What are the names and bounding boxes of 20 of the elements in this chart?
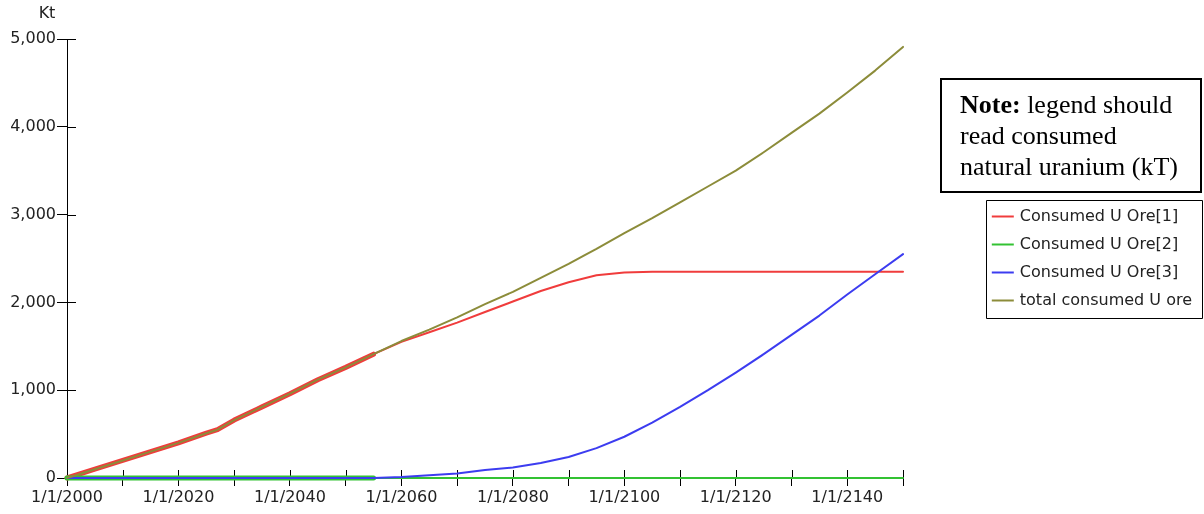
x-tick-label: 1/1/2100 [588,486,661,506]
y-tick-label: 5,000 [10,28,56,48]
x-tick-label: 1/1/2020 [142,486,215,506]
x-tick-label: 1/1/2080 [476,486,549,506]
legend-label: Consumed U Ore[3] [1019,261,1179,281]
x-tick-label: 1/1/2040 [254,486,326,506]
y-tick-label: 4,000 [10,115,56,135]
legend-label: Consumed U Ore[1] [1019,205,1179,225]
y-tick-label: 2,000 [10,291,56,311]
y-tick-label: 0 [45,467,56,487]
legend-label: total consumed U ore [1019,289,1192,309]
y-tick-label: 1,000 [10,379,56,399]
legend-label: Consumed U Ore[2] [1019,233,1179,253]
y-tick-label: 3,000 [10,203,56,223]
x-tick-label: 1/1/2140 [811,486,884,506]
x-tick-label: 1/1/2120 [699,486,772,506]
x-tick-label: 1/1/2060 [365,486,438,506]
x-tick-label: 1/1/2000 [31,486,103,506]
y-axis-title: Kt [38,3,56,23]
text: Note: legend should read consumed natural uranium (kT) [940,78,1202,193]
